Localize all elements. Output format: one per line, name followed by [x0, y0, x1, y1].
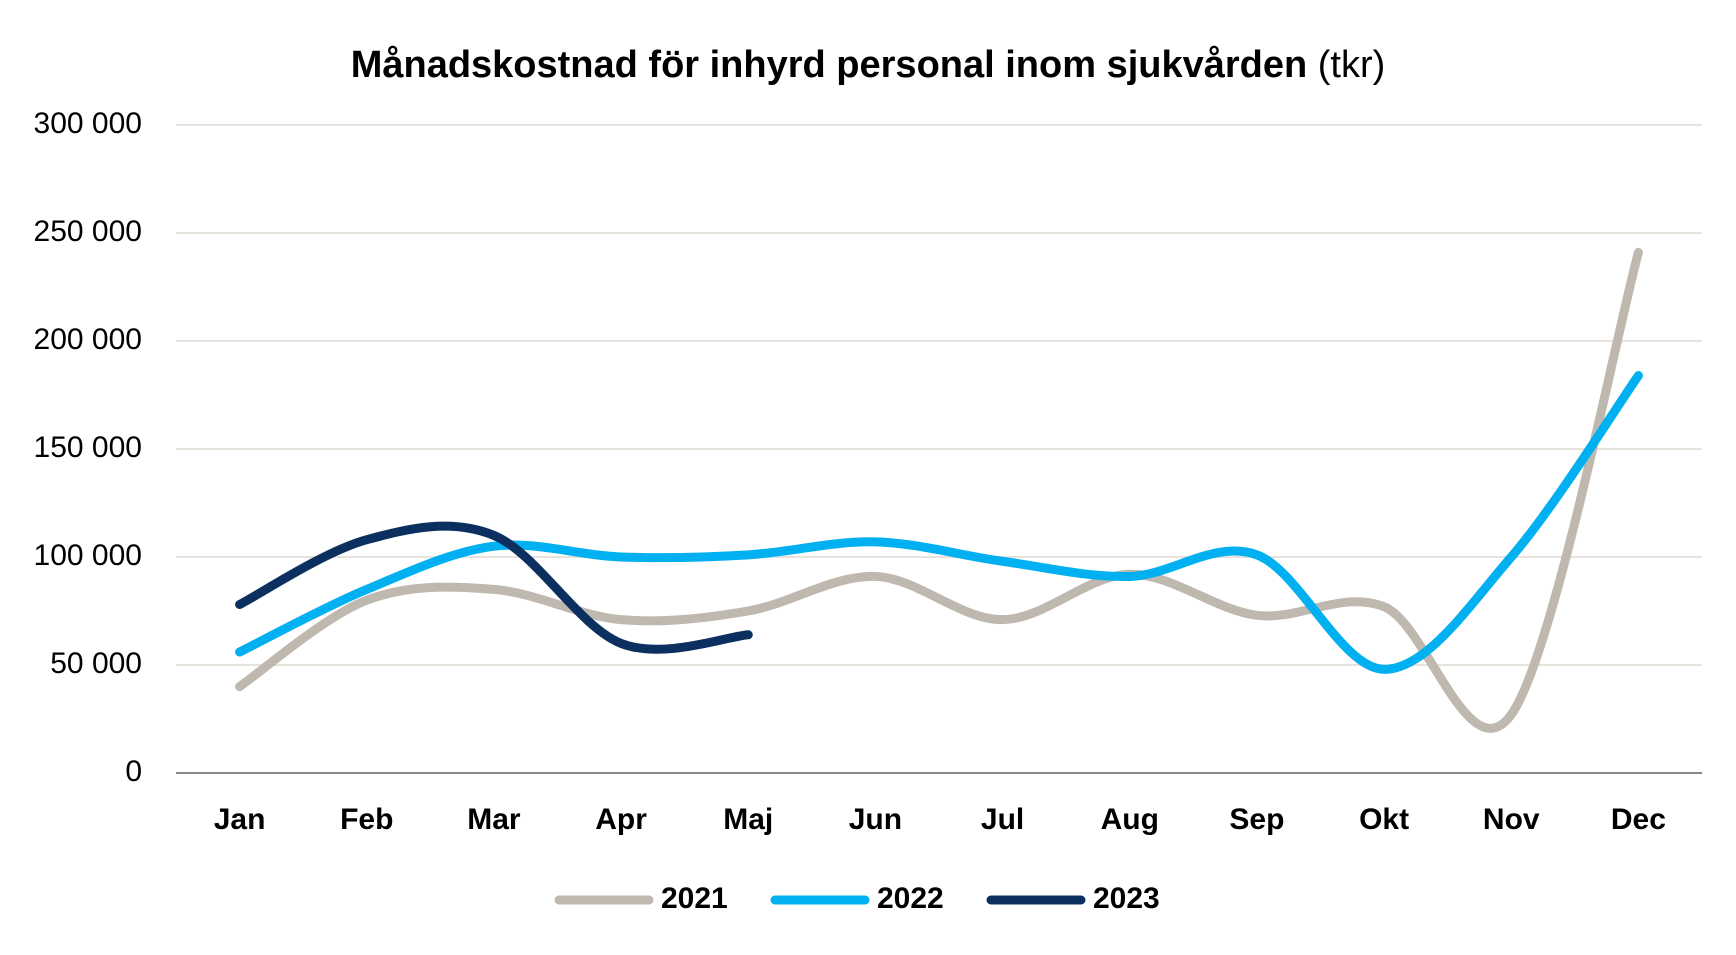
y-tick-label: 150 000	[34, 431, 142, 464]
x-tick-label: Apr	[595, 803, 647, 836]
x-tick-label: Jul	[981, 803, 1024, 836]
title-main: Månadskostnad för inhyrd personal inom s…	[351, 44, 1308, 86]
legend-label: 2023	[1093, 882, 1160, 915]
y-tick-label: 50 000	[50, 647, 142, 680]
x-tick-label: Aug	[1101, 803, 1159, 836]
y-tick-label: 100 000	[34, 539, 142, 572]
y-tick-label: 300 000	[34, 107, 142, 140]
legend-label: 2022	[877, 882, 944, 915]
x-tick-label: Sep	[1229, 803, 1284, 836]
series-line	[235, 371, 1643, 674]
x-tick-label: Jan	[214, 803, 266, 836]
series-line	[235, 521, 753, 654]
x-tick-label: Dec	[1611, 803, 1666, 836]
legend-label: 2021	[661, 882, 728, 915]
x-tick-label: Maj	[723, 803, 773, 836]
chart-title: Månadskostnad för inhyrd personal inom s…	[351, 44, 1386, 86]
x-tick-label: Okt	[1359, 803, 1409, 836]
title-unit: (tkr)	[1318, 44, 1386, 86]
y-tick-label: 200 000	[34, 323, 142, 356]
series-line	[235, 247, 1643, 733]
x-tick-label: Jun	[849, 803, 902, 836]
y-tick-label: 0	[125, 755, 142, 788]
x-tick-label: Feb	[340, 803, 393, 836]
y-tick-label: 250 000	[34, 215, 142, 248]
x-tick-label: Nov	[1483, 803, 1540, 836]
x-tick-label: Mar	[467, 803, 521, 836]
